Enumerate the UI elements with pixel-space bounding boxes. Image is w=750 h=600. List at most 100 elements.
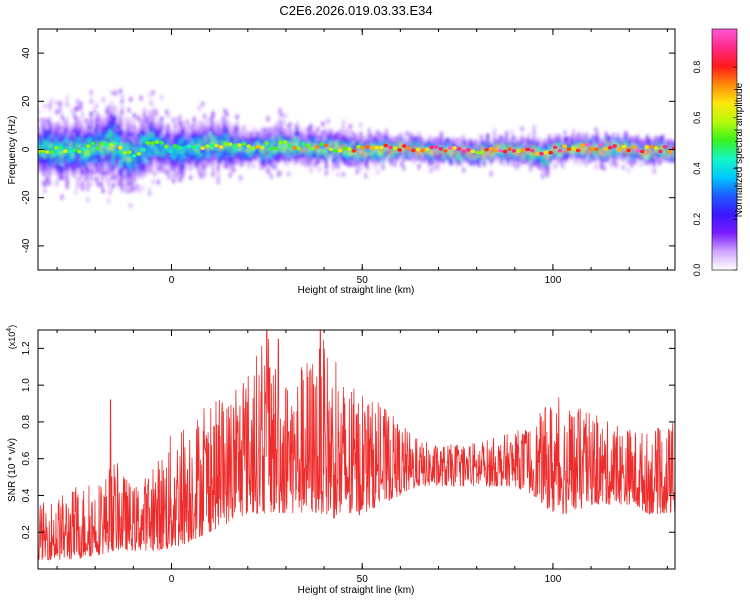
spectrogram-cell bbox=[508, 139, 512, 145]
spectrogram-cell bbox=[359, 131, 362, 137]
spectrogram-cell bbox=[60, 125, 64, 131]
spectrogram-cell bbox=[313, 162, 316, 168]
spectrogram-cell bbox=[174, 123, 177, 129]
spectrogram-cell bbox=[352, 131, 356, 137]
spectrogram-cell bbox=[227, 121, 230, 126]
spectrogram-cell bbox=[148, 110, 151, 116]
spectrogram-cell bbox=[232, 167, 235, 173]
spectrogram-cell bbox=[332, 165, 335, 171]
spectrogram-cell bbox=[43, 181, 47, 187]
spectrogram-cell bbox=[132, 119, 136, 125]
spectrogram-cell bbox=[277, 169, 280, 175]
spectrogram-cell bbox=[100, 116, 103, 122]
spectrogram-cell bbox=[383, 135, 386, 141]
spectrogram-cell bbox=[380, 132, 383, 138]
spectrogram-cell bbox=[280, 112, 283, 118]
spectrogram-cell bbox=[69, 125, 72, 131]
spectrogram-cell bbox=[91, 170, 95, 176]
spectrogram-cell bbox=[278, 118, 282, 124]
spectrogram-cell bbox=[495, 136, 498, 142]
spectrogram-cell bbox=[65, 177, 69, 183]
spectrogram-cell bbox=[440, 136, 443, 142]
spectrogram-cell bbox=[225, 118, 229, 124]
spectrogram-cell bbox=[81, 129, 84, 135]
spectrogram-cell bbox=[170, 175, 174, 180]
spectrogram-cell bbox=[345, 128, 349, 134]
spectrogram-cell bbox=[129, 188, 132, 193]
spectrogram-cell bbox=[223, 162, 227, 168]
spectrogram-cell bbox=[141, 185, 144, 191]
spectrogram-cell bbox=[180, 173, 184, 179]
spectrogram-cell bbox=[328, 132, 331, 137]
spectrogram-cell bbox=[198, 166, 201, 172]
spectrogram-cell bbox=[102, 97, 105, 103]
spectrogram-cell bbox=[477, 144, 481, 150]
spectrogram-cell bbox=[96, 112, 100, 118]
spectrogram-cell bbox=[366, 163, 369, 169]
spectrogram-cell bbox=[120, 116, 124, 121]
spectrogram-cell bbox=[308, 126, 311, 132]
spectrogram-cell bbox=[124, 129, 127, 135]
spectrogram-cell bbox=[84, 127, 88, 132]
spectrogram-cell bbox=[481, 140, 484, 146]
spectrogram-cell bbox=[50, 98, 53, 103]
spectrogram-cell bbox=[395, 135, 398, 141]
spectrogram-cell bbox=[129, 96, 132, 102]
spectrogram-cell bbox=[175, 127, 179, 133]
spectrogram-cell bbox=[131, 184, 134, 190]
spectrogram-cell bbox=[91, 161, 95, 167]
spectrogram-cell bbox=[232, 124, 235, 129]
spectrogram-cell bbox=[268, 127, 271, 133]
spectrogram-cell bbox=[74, 189, 77, 195]
spectrogram-cell bbox=[457, 142, 460, 148]
spectrogram-cell bbox=[283, 128, 287, 134]
spectrogram-cell bbox=[107, 109, 110, 115]
spectrogram-cell bbox=[95, 176, 98, 182]
spectrogram-cell bbox=[419, 136, 422, 141]
spectrogram-cell bbox=[38, 117, 41, 123]
spectrogram-cell bbox=[510, 136, 513, 141]
spectrogram-cell bbox=[126, 116, 129, 122]
spectrogram-cell bbox=[120, 109, 124, 115]
spectrogram-cell bbox=[59, 105, 62, 111]
spectrogram-cell bbox=[428, 161, 431, 167]
spectrogram-cell bbox=[400, 133, 404, 139]
spectrogram-cell bbox=[148, 93, 151, 98]
spectrogram-cell bbox=[192, 121, 196, 126]
spectrogram-cell bbox=[247, 138, 251, 143]
spectrogram-cell bbox=[189, 166, 192, 172]
spectrogram-cell bbox=[90, 181, 93, 187]
spectrogram-cell bbox=[555, 162, 558, 168]
spectrogram-cell bbox=[423, 138, 426, 144]
spectrogram-cell bbox=[417, 131, 421, 137]
spectrogram-cell bbox=[280, 125, 283, 131]
spectrogram-cell bbox=[153, 123, 156, 129]
spectrogram-cell bbox=[186, 164, 189, 170]
spectrogram-cell bbox=[562, 163, 565, 169]
spectrogram-cell bbox=[320, 135, 323, 140]
spectrogram-cell bbox=[151, 164, 155, 169]
spectrogram-cell bbox=[88, 125, 91, 131]
spectrogram-cell bbox=[407, 141, 410, 147]
spectrogram-cell bbox=[294, 124, 297, 129]
spectrogram-cell bbox=[88, 169, 91, 174]
spectrogram-cell bbox=[60, 175, 64, 180]
spectrogram-cell bbox=[192, 116, 196, 122]
spectrogram-cell bbox=[237, 131, 241, 137]
spectrogram-cell bbox=[546, 140, 549, 146]
spectrogram-cell bbox=[90, 111, 93, 117]
spectrogram-cell bbox=[448, 139, 452, 145]
spectrogram-cell bbox=[220, 123, 223, 129]
spectrogram-cell bbox=[308, 161, 311, 167]
spectrogram-cell bbox=[211, 119, 215, 125]
spectrogram-cell bbox=[290, 131, 294, 137]
spectrogram-cell bbox=[110, 90, 114, 96]
spectrogram-cell bbox=[410, 133, 414, 139]
spectrogram-cell bbox=[295, 120, 299, 126]
spectrogram-cell bbox=[55, 180, 59, 186]
spectrogram-cell bbox=[65, 117, 69, 122]
spectrogram-cell bbox=[86, 197, 89, 203]
spectrogram-cell bbox=[459, 141, 462, 147]
spectrogram-cell bbox=[175, 175, 179, 181]
